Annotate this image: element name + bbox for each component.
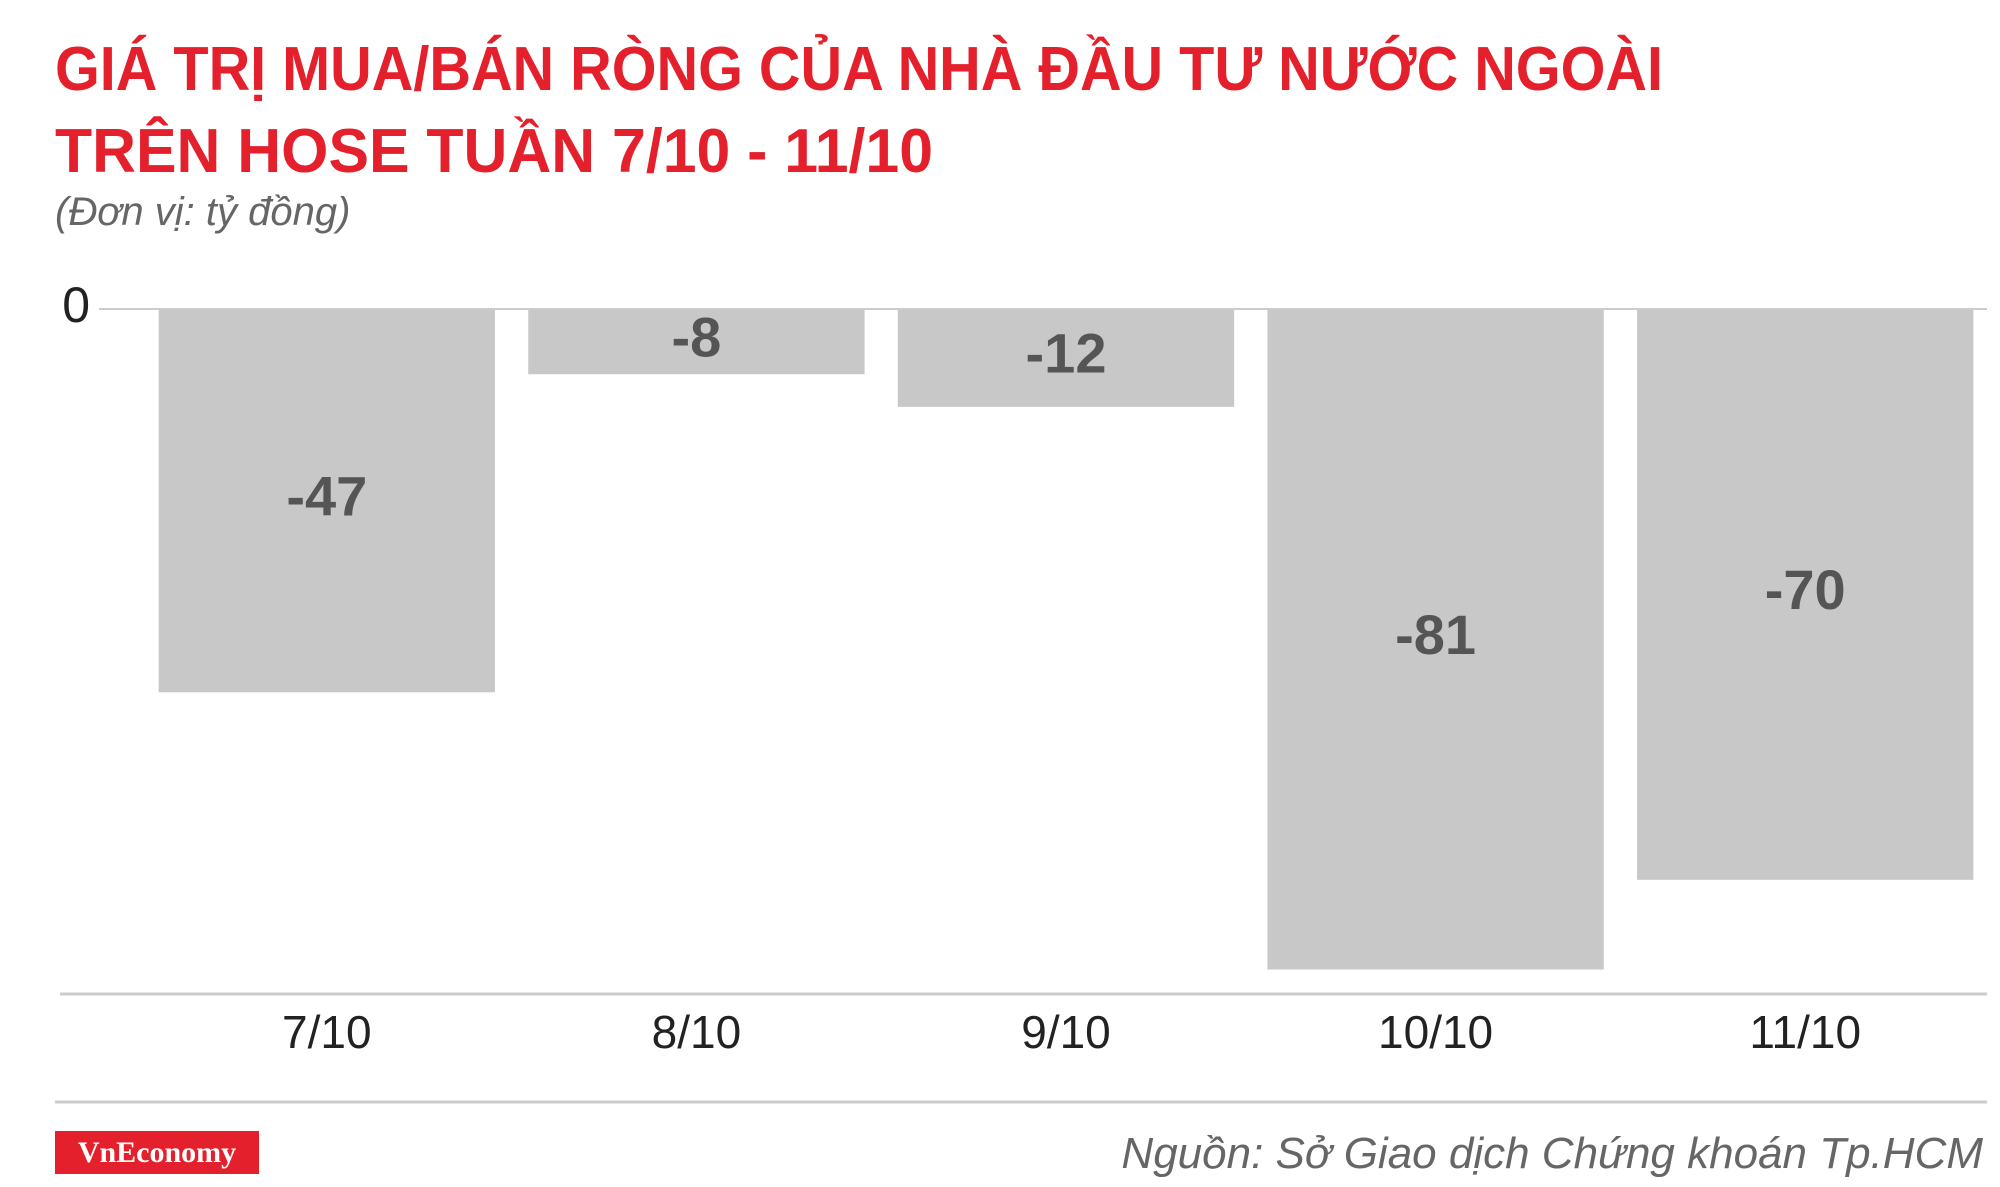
logo: VnEconomy xyxy=(78,1136,236,1169)
source: Nguồn: Sở Giao dịch Chứng khoán Tp.HCM xyxy=(1121,1129,1983,1178)
bar xyxy=(1267,309,1604,970)
x-tick-label: 7/10 xyxy=(282,1006,372,1058)
chart-title: TRÊN HOSE TUẦN 7/10 - 11/10 xyxy=(55,117,933,186)
x-tick-label: 10/10 xyxy=(1378,1006,1493,1058)
logo-box xyxy=(55,1131,259,1174)
chart-subtitle: (Đơn vị: tỷ đồng) xyxy=(55,190,350,234)
x-tick-label: 8/10 xyxy=(652,1006,742,1058)
bar xyxy=(897,309,1235,407)
value-label: -81 xyxy=(1395,603,1476,666)
value-label: -70 xyxy=(1765,558,1846,621)
chart-title: GIÁ TRỊ MUA/BÁN RÒNG CỦA NHÀ ĐẦU TƯ NƯỚC… xyxy=(55,35,1663,104)
bar xyxy=(158,309,495,693)
x-tick-label: 9/10 xyxy=(1021,1006,1111,1058)
y-tick-label: 0 xyxy=(62,277,90,333)
x-tick-label: 11/10 xyxy=(1749,1006,1861,1058)
value-label: -8 xyxy=(672,305,722,368)
bar xyxy=(528,309,865,375)
value-label: -47 xyxy=(286,464,367,527)
value-label: -12 xyxy=(1026,322,1107,385)
bar xyxy=(1637,309,1974,880)
